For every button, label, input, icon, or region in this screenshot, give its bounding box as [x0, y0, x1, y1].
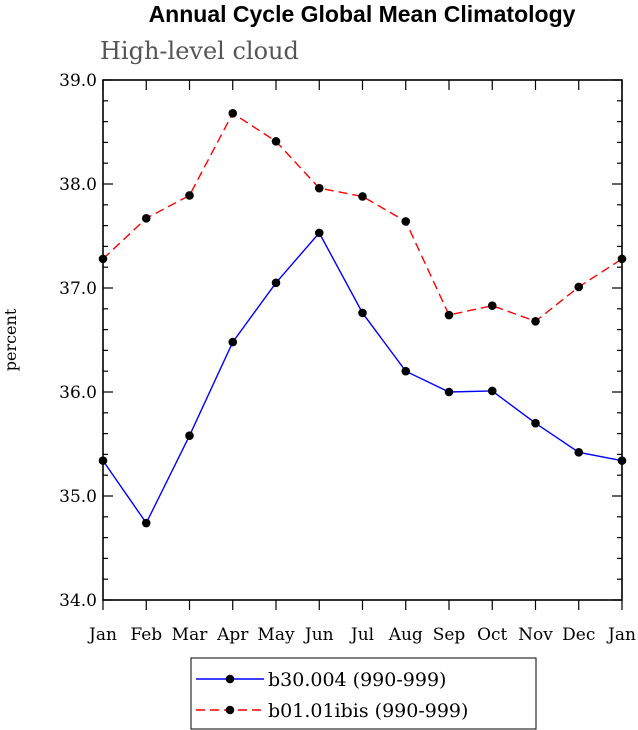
y-tick-label: 36.0 [59, 383, 97, 403]
legend-label-2: b01.01ibis (990-999) [268, 700, 468, 722]
series-1-point [271, 278, 281, 288]
y-tick-label: 34.0 [59, 591, 97, 611]
x-tick-label: Jan [606, 625, 636, 645]
series-2-line [102, 112, 623, 323]
series-1-point [574, 448, 584, 457]
series-1-point [487, 386, 497, 396]
series-2 [98, 108, 627, 326]
series-1-line [102, 231, 623, 525]
x-tick-label: May [257, 625, 295, 645]
legend-label-1: b30.004 (990-999) [268, 669, 446, 691]
series-1-point [617, 456, 627, 465]
chart-subtitle: High-level cloud [100, 37, 299, 65]
x-tick-label: Feb [130, 625, 162, 645]
x-tick-label: Jun [303, 625, 334, 645]
series-1-point [185, 431, 194, 440]
series-1-point [444, 387, 454, 397]
series-2-point [141, 214, 151, 223]
x-axis: Jan Feb Mar Apr May Jun Jul Aug Sep Oct Nov Dec Jan [87, 80, 636, 645]
x-tick-label: Jan [87, 625, 117, 645]
y-axis: 34.0 35.0 36.0 37.0 38.0 39.0 [59, 71, 622, 611]
series-2-point [314, 183, 324, 193]
series-2-point [185, 191, 194, 200]
x-tick-label: Aug [388, 625, 423, 645]
legend-marker-2 [225, 705, 235, 715]
series-2-point [98, 254, 108, 264]
legend: b30.004 (990-999) b01.01ibis (990-999) [190, 657, 537, 730]
series-1-point [314, 228, 324, 238]
x-tick-label: Apr [216, 625, 249, 645]
x-tick-label: Jul [349, 625, 374, 645]
legend-box [190, 657, 537, 730]
series-1-point [98, 456, 108, 465]
series-2-point [444, 310, 454, 320]
series-1-point [141, 518, 151, 528]
y-tick-label: 37.0 [59, 279, 97, 299]
series-2-point [617, 254, 627, 264]
series-1-point [531, 418, 540, 428]
legend-marker-1 [225, 674, 235, 684]
series-2-point [228, 108, 238, 118]
y-tick-label: 39.0 [59, 71, 97, 91]
x-tick-label: Oct [477, 625, 507, 645]
series-1 [98, 228, 627, 528]
series-2-point [358, 192, 367, 201]
series-1-point [401, 366, 411, 376]
x-tick-label: Mar [172, 625, 209, 645]
series-1-point [358, 308, 367, 318]
y-tick-label: 35.0 [59, 487, 97, 507]
x-tick-label: Sep [433, 625, 466, 645]
series-2-point [401, 217, 411, 226]
plot-frame [102, 79, 623, 601]
series-1-point [228, 337, 238, 347]
x-tick-label: Nov [518, 625, 553, 645]
chart-title: Annual Cycle Global Mean Climatology [149, 1, 576, 27]
series-2-point [531, 316, 540, 326]
series-2-point [487, 301, 497, 310]
series-2-point [271, 137, 281, 146]
y-tick-label: 38.0 [59, 175, 97, 195]
x-tick-label: Dec [562, 625, 595, 645]
series-2-point [574, 282, 584, 292]
y-axis-label: percent [1, 308, 20, 371]
